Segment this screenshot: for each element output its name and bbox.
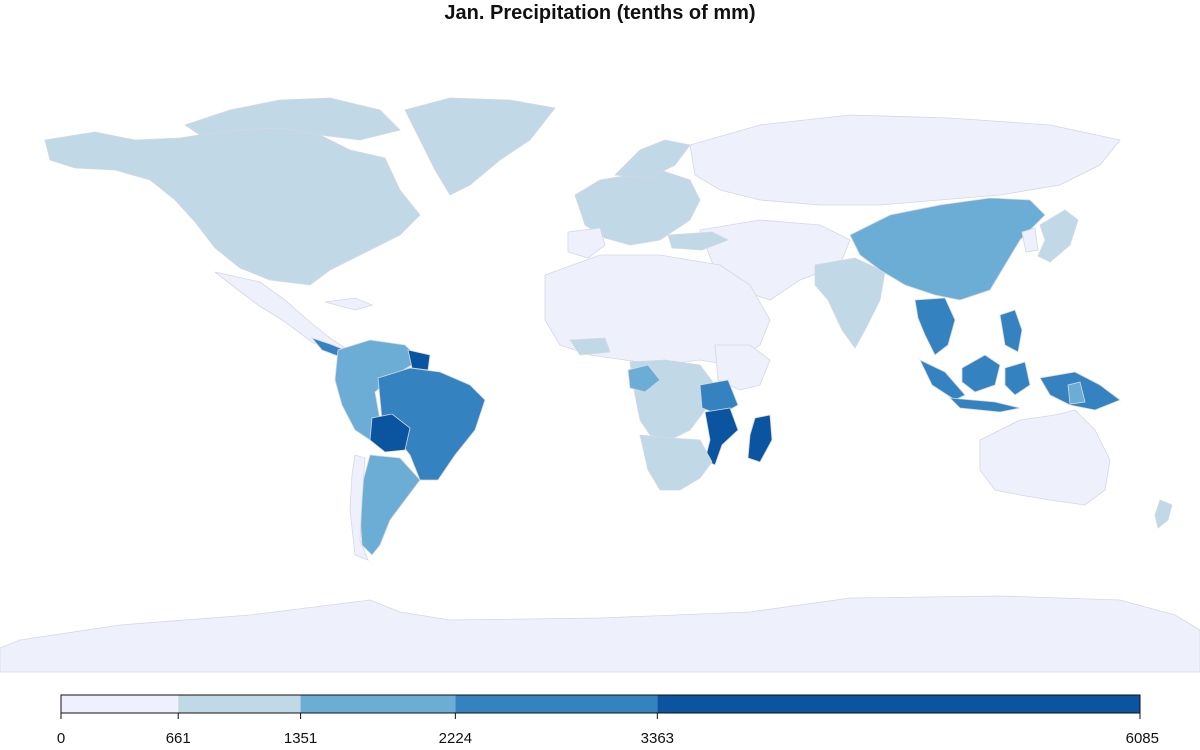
region-greenland — [404, 97, 556, 196]
region-new-zealand — [1154, 499, 1173, 529]
region-scandinavia — [614, 139, 691, 179]
region-se-asia — [914, 297, 956, 356]
legend-labels: 0 661 1351 2224 3363 6085 — [57, 730, 1159, 747]
region-china — [849, 197, 1046, 301]
legend-class-3 — [455, 695, 658, 713]
region-north-america — [44, 124, 421, 286]
map-title: Jan. Precipitation (tenths of mm) — [444, 2, 756, 24]
region-sumatra — [919, 359, 966, 401]
region-gabon-congo — [627, 364, 661, 393]
region-madagascar — [747, 414, 773, 463]
region-mozambique — [704, 407, 739, 466]
land-layer — [0, 97, 1200, 673]
legend-tick-label-2: 1351 — [284, 730, 317, 747]
legend-tick-label-5: 6085 — [1126, 730, 1159, 747]
region-antarctica — [0, 595, 1200, 673]
region-nw-south-america — [334, 339, 421, 441]
region-arctic-islands — [184, 97, 401, 141]
legend-ticks — [60, 713, 1141, 719]
region-caribbean — [324, 297, 374, 311]
legend-tick-label-3: 2224 — [439, 730, 472, 747]
region-iberia — [567, 227, 606, 259]
region-japan — [1037, 209, 1079, 263]
region-india — [814, 257, 886, 349]
region-west-africa-coast — [569, 337, 611, 356]
region-argentina — [359, 454, 421, 556]
legend-tick-label-1: 661 — [166, 730, 191, 747]
legend-class-4 — [657, 695, 1140, 713]
region-borneo — [961, 354, 1001, 393]
region-png-east — [1067, 381, 1086, 405]
region-chile — [349, 454, 369, 561]
region-turkey — [667, 231, 729, 251]
region-east-africa — [714, 344, 771, 391]
region-southern-africa — [639, 434, 713, 491]
region-australia — [979, 409, 1111, 506]
legend-class-0 — [61, 695, 179, 713]
legend-class-1 — [178, 695, 301, 713]
region-korea — [1021, 227, 1039, 253]
region-russia — [689, 114, 1121, 206]
region-philippines — [999, 309, 1023, 353]
region-sulawesi-moluccas — [1004, 361, 1031, 396]
legend-tick-label-4: 3363 — [641, 730, 674, 747]
region-guianas — [407, 349, 431, 371]
legend-tick-label-0: 0 — [57, 730, 65, 747]
legend: 0 661 1351 2224 3363 6085 — [57, 694, 1159, 747]
world-map — [0, 97, 1200, 673]
legend-bars — [60, 694, 1141, 714]
legend-class-2 — [300, 695, 456, 713]
region-bolivia — [369, 413, 411, 453]
legend-outline — [60, 694, 1141, 714]
region-java — [948, 397, 1021, 413]
region-mexico — [214, 271, 350, 353]
